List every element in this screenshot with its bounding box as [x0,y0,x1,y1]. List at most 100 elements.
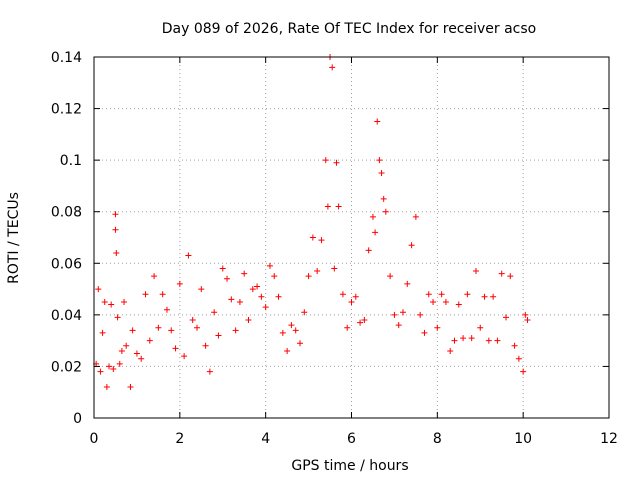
data-point [219,265,226,272]
data-point [434,324,441,331]
data-point [305,273,312,280]
data-point [113,249,120,256]
data-point [155,324,162,331]
data-point [468,335,475,342]
y-tick-label: 0.06 [51,256,82,272]
data-point [451,337,458,344]
data-point [129,327,136,334]
data-point [114,314,121,321]
data-point [202,342,209,349]
data-point [236,298,243,305]
data-point [361,317,368,324]
data-point [224,275,231,282]
y-tick-label: 0.1 [60,153,82,169]
y-tick-label: 0.02 [51,359,82,375]
data-point [477,324,484,331]
y-tick-label: 0.08 [51,205,82,221]
data-point [198,286,205,293]
data-point [400,309,406,316]
data-point [146,337,153,344]
data-point [382,208,389,215]
data-point [357,319,364,326]
data-point [503,314,509,321]
data-point [168,327,175,334]
data-point [498,270,505,277]
data-point [228,296,235,303]
data-point [241,270,248,277]
data-point [329,64,336,71]
data-point [138,355,145,362]
data-point [335,203,342,210]
data-point [211,309,218,316]
data-point [172,345,179,352]
x-tick-label: 4 [261,431,270,447]
data-point [118,347,125,354]
data-point [181,353,188,360]
data-point [258,293,265,300]
data-point [376,157,383,164]
data-point [232,327,239,334]
data-point [352,293,359,300]
x-tick-label: 12 [600,431,618,447]
x-tick-label: 2 [175,431,184,447]
data-point [387,273,394,280]
y-tick-label: 0 [73,411,82,427]
data-point [408,242,415,249]
x-tick-label: 8 [433,431,442,447]
data-point [133,350,140,357]
data-point [447,347,454,354]
data-point [112,211,119,218]
data-point [309,234,316,241]
data-point [121,298,128,305]
data-point [455,301,462,308]
data-point [485,337,492,344]
data-point [490,293,497,300]
data-point [106,363,113,370]
data-point [279,329,286,336]
x-tick-label: 10 [514,431,532,447]
data-points [93,54,531,391]
axis-ticks: 0 2 4 6 8 10 12 0 0.02 0.04 0.06 0.08 0.1 0.12 0.14 [51,50,618,447]
data-point [417,311,424,318]
chart-title: Day 089 of 2026, Rate Of TEC Index for r… [162,21,537,37]
data-point [421,329,428,336]
data-point [194,324,200,331]
data-point [425,291,432,298]
data-point [507,273,514,280]
data-point [127,384,134,391]
data-point [254,283,261,290]
data-point [97,368,104,375]
data-point [322,157,329,164]
data-point [522,311,529,318]
data-point [245,317,252,324]
data-point [108,301,115,308]
data-point [391,311,398,318]
data-point [515,355,522,362]
data-point [101,298,108,305]
data-point [404,280,411,287]
data-point [372,229,379,236]
data-point [430,298,437,305]
data-point [284,347,291,354]
data-point [348,298,355,305]
data-point [318,237,325,244]
data-point [481,293,488,300]
data-point [374,118,381,125]
data-point [288,322,295,329]
y-tick-label: 0.12 [51,102,82,118]
data-point [412,213,419,220]
data-point [301,309,308,316]
data-point [112,226,119,233]
data-point [472,268,479,275]
data-point [110,366,117,373]
data-point [369,213,376,220]
data-point [511,342,518,349]
data-point [103,384,110,391]
data-point [262,304,269,311]
y-axis-label: ROTI / TECUs [6,192,22,284]
data-point [159,291,166,298]
data-point [442,298,449,305]
data-point [464,291,471,298]
data-point [271,273,278,280]
